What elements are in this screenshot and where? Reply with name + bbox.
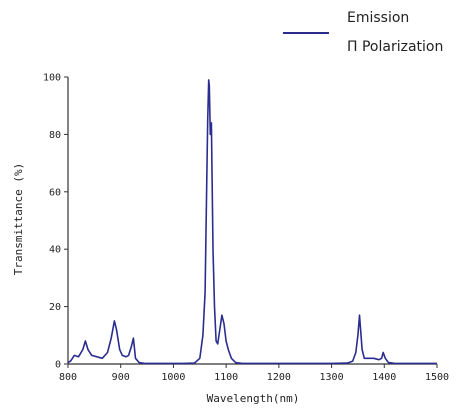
- series-layer: [67, 79, 437, 365]
- legend: Emission Π Polarization: [283, 10, 443, 55]
- x-tick-label: 1100: [214, 372, 238, 383]
- y-tick-label: 80: [49, 130, 61, 141]
- x-tick-label: 1500: [425, 372, 449, 383]
- series-line-0: [67, 79, 437, 365]
- y-axis-title: Transmittance (%): [12, 163, 25, 276]
- axes: [67, 77, 437, 365]
- legend-label-emission: Emission: [347, 10, 409, 26]
- x-tick-label: 1200: [267, 372, 291, 383]
- x-tick-label: 800: [59, 372, 77, 383]
- y-tick-label: 100: [43, 73, 61, 84]
- ticks: 800 900 1000 1100 1200 1300 1400 1500 0 20 40 60 80 1…: [43, 73, 449, 384]
- y-tick-label: 40: [49, 245, 61, 256]
- legend-label-polarization: Π Polarization: [347, 39, 443, 55]
- x-tick-label: 1300: [320, 372, 344, 383]
- x-tick-label: 1000: [161, 372, 185, 383]
- y-tick-label: 0: [55, 360, 61, 371]
- x-tick-label: 900: [112, 372, 130, 383]
- x-tick-label: 1400: [372, 372, 396, 383]
- x-axis-title: Wavelength(nm): [207, 392, 300, 405]
- y-tick-label: 60: [49, 187, 61, 198]
- y-tick-label: 20: [49, 302, 61, 313]
